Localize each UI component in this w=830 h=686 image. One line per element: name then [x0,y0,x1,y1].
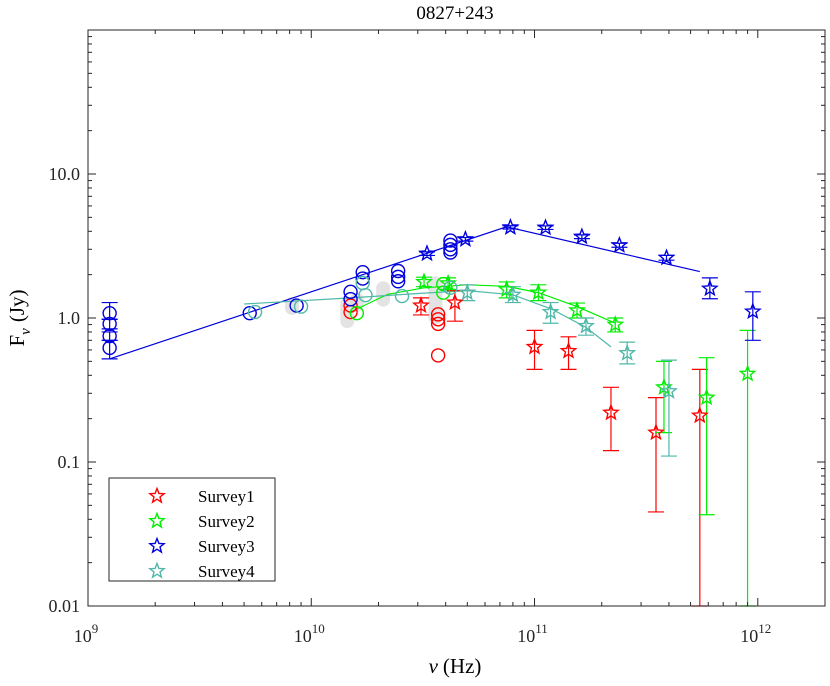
legend-star-survey3 [148,536,166,554]
circle-marker-survey4 [394,288,410,304]
fit-line-survey2 [350,284,616,324]
legend: Survey1 Survey2 Survey3 Survey4 [108,477,276,582]
circle-marker-survey3 [343,284,358,300]
x-axis-label: ν (Hz) [429,654,482,678]
circle-marker-survey3 [443,233,458,248]
star-marker-survey4 [659,381,678,399]
y-axis-label-subscript: ν [18,328,34,335]
circle-marker-survey4 [247,304,263,320]
circle-marker-survey3 [390,263,406,279]
y-axis-label-unit: (Jy) [5,289,29,322]
x-axis-label-variable: ν [429,654,439,678]
circle-marker-survey3 [443,237,458,253]
circle-marker-survey3 [102,316,117,332]
star-marker-survey1 [647,423,665,441]
chart-title: 0827+243 [416,3,493,24]
x-tick-label: 1010 [294,621,325,646]
x-tick-label: 109 [74,621,99,646]
tick-labels-layer: 109 1010 1011 1012 0.01 0.1 1.0 10.0 [49,164,772,646]
x-axis-label-unit: (Hz) [443,654,481,678]
circle-marker-survey3 [443,242,458,257]
star-marker-survey1 [559,341,578,359]
star-marker-survey1 [411,296,430,314]
variability-shading [376,281,391,307]
circle-marker-survey1 [430,348,446,363]
circle-marker-survey3 [355,271,370,286]
x-tick-label: 1012 [740,621,771,646]
star-marker-survey2 [738,364,757,382]
circle-marker-survey2 [436,276,451,292]
legend-box [108,477,276,582]
y-tick-label: 0.01 [49,596,81,616]
star-marker-survey2 [568,300,587,318]
legend-label-survey2: Survey2 [198,512,255,531]
star-marker-survey3 [657,248,676,266]
circle-marker-survey2 [349,305,365,321]
circle-marker-survey4 [293,299,309,314]
circle-marker-survey3 [443,245,458,260]
circle-marker-survey1 [430,316,446,332]
markers-layer [102,217,762,441]
circle-marker-survey3 [102,328,117,344]
legend-star-survey2 [148,511,166,529]
star-marker-survey3 [418,244,437,262]
y-axis-label: Fν (Jy) [5,289,34,346]
legend-star-survey1 [148,486,166,504]
circle-marker-survey3 [390,269,406,285]
star-marker-survey4 [576,316,595,334]
circle-marker-survey1 [430,312,446,327]
y-tick-label: 1.0 [58,308,81,328]
star-marker-survey2 [529,283,548,301]
ticks-layer [87,30,826,607]
star-marker-survey2 [606,315,625,333]
star-marker-survey3 [572,227,591,245]
legend-star-survey4 [148,561,166,579]
circle-marker-survey3 [355,264,370,280]
star-marker-survey3 [501,217,520,235]
circle-marker-survey3 [102,340,117,356]
y-tick-label: 10.0 [49,164,81,184]
y-tick-label: 0.1 [58,452,81,472]
circle-marker-survey3 [390,274,406,289]
star-marker-survey2 [415,272,434,290]
legend-label-survey4: Survey4 [198,562,255,581]
star-marker-survey1 [601,403,620,421]
legend-label-survey1: Survey1 [198,487,255,506]
star-marker-survey4 [503,285,522,303]
circle-marker-survey2 [436,285,451,300]
star-marker-survey4 [541,302,560,320]
star-marker-survey2 [439,273,458,291]
star-marker-survey3 [536,218,555,236]
star-marker-survey3 [743,302,762,320]
circle-marker-survey4 [358,287,373,303]
legend-entries: Survey1 Survey2 Survey3 Survey4 [148,486,255,581]
star-marker-survey1 [525,337,544,355]
circle-marker-survey4 [443,280,458,296]
star-marker-survey1 [445,293,464,311]
star-marker-survey1 [690,406,709,424]
star-marker-survey4 [458,283,477,301]
legend-label-survey3: Survey3 [198,537,255,556]
circle-marker-survey1 [430,307,446,322]
y-axis-label-base: F [5,335,29,347]
fit-line-survey3 [109,226,700,360]
x-tick-label: 1011 [517,621,548,646]
star-marker-survey3 [700,279,719,297]
star-marker-survey3 [610,235,629,253]
star-marker-survey4 [618,343,637,361]
star-marker-survey2 [697,388,716,406]
star-marker-survey3 [456,229,475,248]
circle-marker-survey3 [343,292,358,307]
circle-marker-survey3 [102,305,117,321]
circle-marker-survey3 [242,305,257,321]
